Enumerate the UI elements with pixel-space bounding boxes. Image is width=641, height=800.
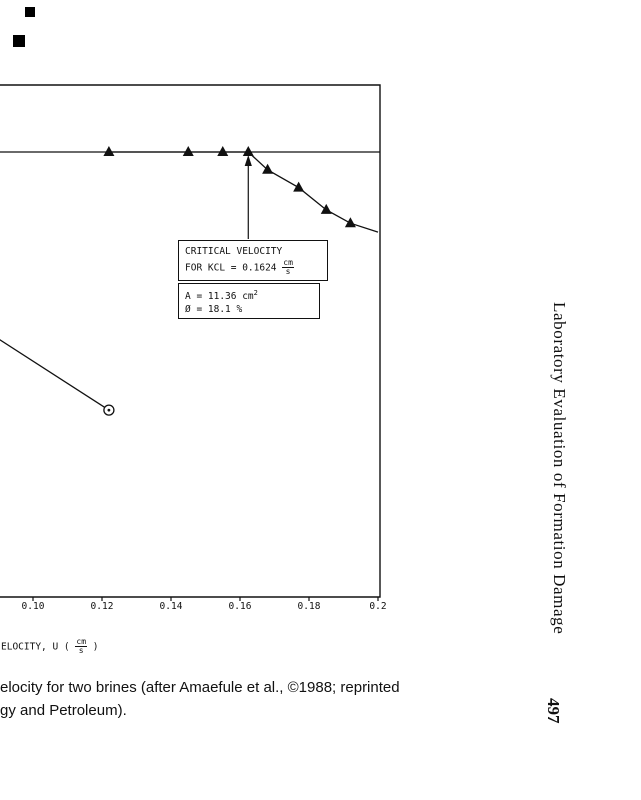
caption-line: gy and Petroleum). [0,702,127,719]
arrow-head [244,155,252,166]
triangle-marker [217,146,229,156]
x-tick-label: 0.18 [297,601,321,612]
plot-frame [0,84,381,598]
triangle-marker [293,181,305,192]
scan-artifact-mark [13,35,25,47]
triangle-marker [182,146,194,156]
annotation-box-core-properties: A = 11.36 cm2 Ø = 18.1 % [178,283,320,320]
triangle-marker [344,217,356,228]
caption-line: elocity for two brines (after Amaefule e… [0,679,400,696]
series-line-0 [108,151,379,233]
annotation-value: FOR KCL = 0.1624 cm s [185,258,294,277]
unit-fraction-cm-per-s: cm s [75,637,88,656]
triangle-marker [242,146,254,156]
x-tick-label: 0.16 [228,601,252,612]
x-tick-label: 0.14 [159,601,183,612]
core-porosity-value: Ø = 18.1 % [185,304,243,316]
core-area-value: A = 11.36 cm2 [185,289,258,303]
series-line-1 [0,339,110,411]
annotation-box-critical-velocity: CRITICAL VELOCITY FOR KCL = 0.1624 cm s [178,240,328,281]
page-number: 497 [544,698,563,724]
triangle-marker [320,203,332,214]
x-tick-label: 0.12 [90,601,114,612]
scan-artifact-mark [25,7,35,17]
running-head-vertical: Laboratory Evaluation of Formation Damag… [550,302,569,635]
unit-fraction-cm-per-s: cm s [282,258,294,277]
triangle-marker [262,163,274,174]
x-axis-label: ELOCITY, U ( cm s ) [1,637,99,656]
x-tick-label: 0.2 [369,601,387,612]
plot-canvas [0,84,381,601]
annotation-title: CRITICAL VELOCITY [185,246,283,257]
figure-caption: elocity for two brines (after Amaefule e… [0,676,540,722]
triangle-marker [103,146,115,156]
x-tick-label: 0.10 [21,601,45,612]
circle-marker-dot [107,408,111,412]
